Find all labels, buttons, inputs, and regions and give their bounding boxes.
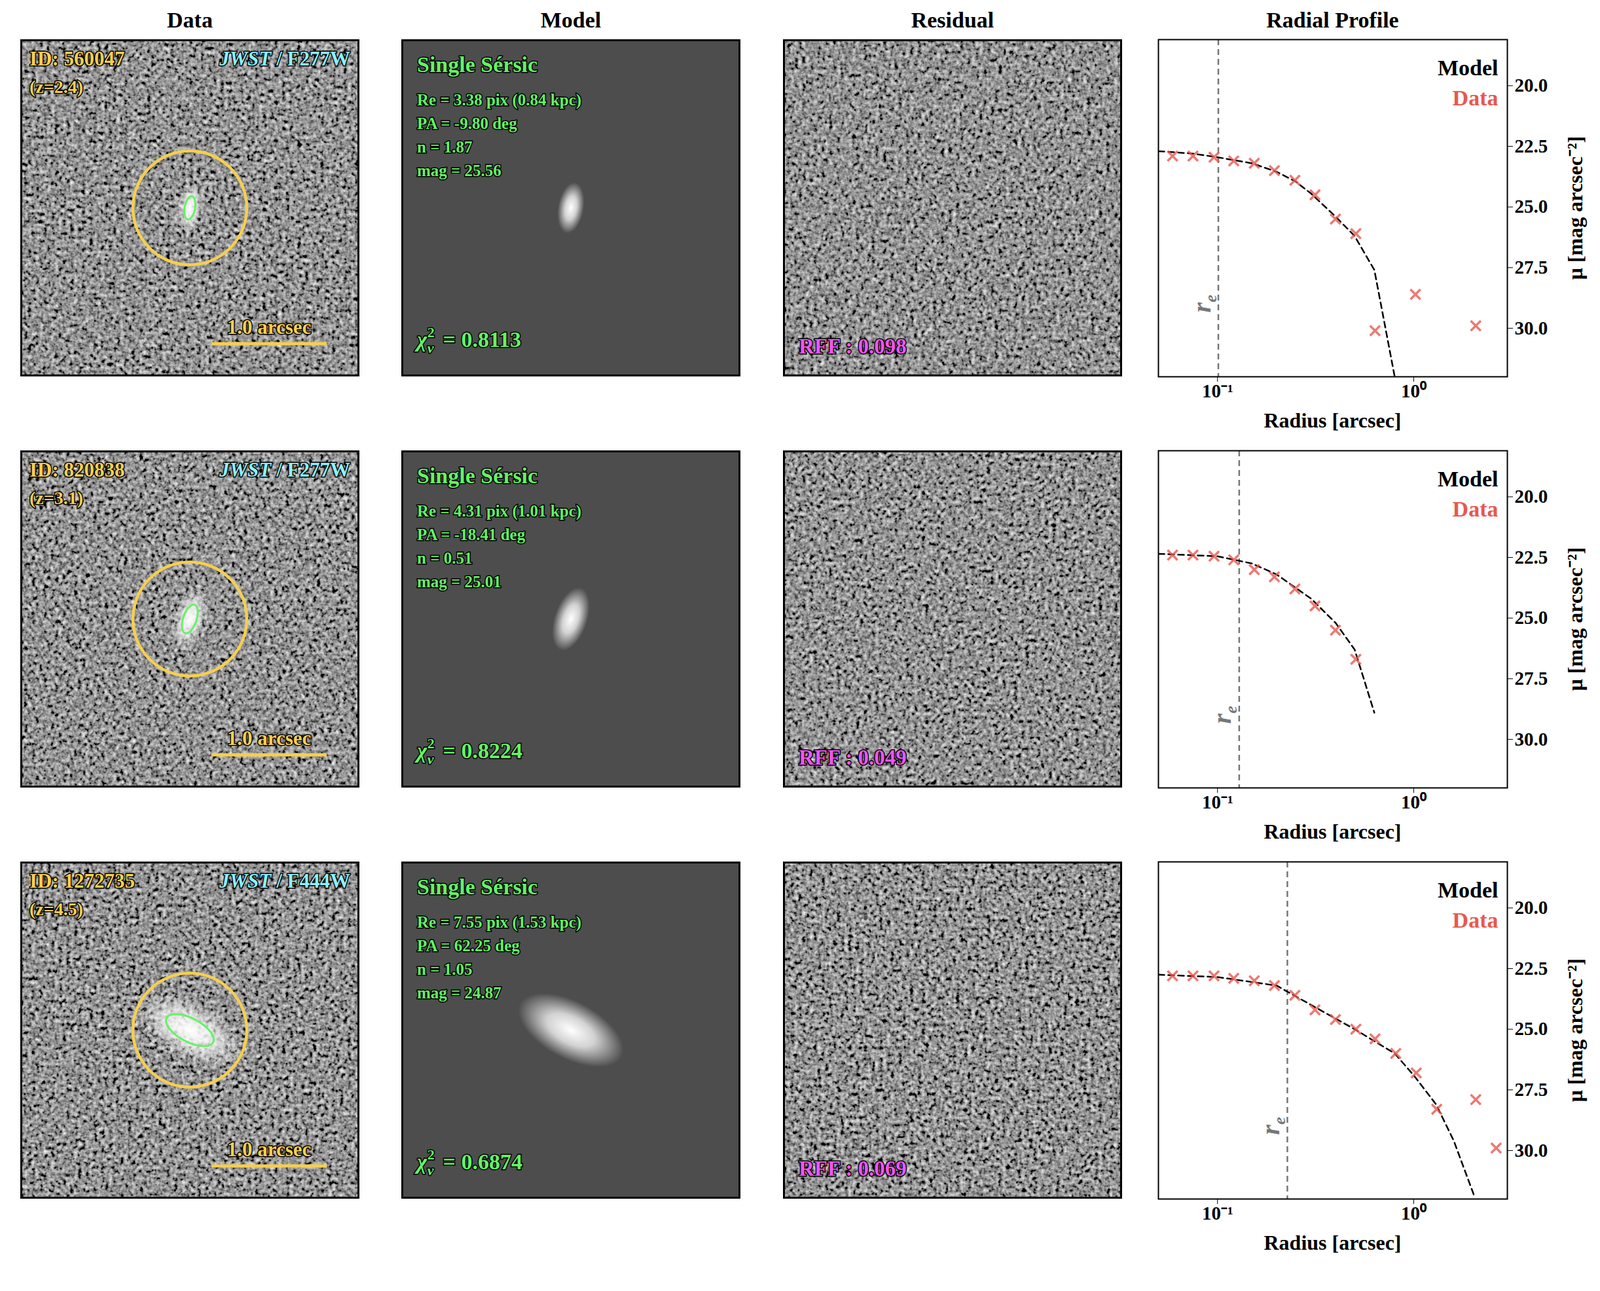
svg-text:30.0: 30.0 [1514, 728, 1549, 750]
svg-text:JWST/ F444W: JWST/ F444W [218, 869, 351, 893]
html-text:Data: Data [167, 7, 213, 33]
svg-text:Single Sérsic: Single Sérsic [417, 52, 538, 77]
svg-text:JWST/ F277W: JWST/ F277W [218, 458, 351, 482]
svg-text:Single Sérsic: Single Sérsic [417, 463, 538, 488]
svg-text:re: re [1255, 1116, 1290, 1135]
svg-text:re: re [1207, 705, 1241, 724]
svg-text:μ [mag arcsec⁻²]: μ [mag arcsec⁻²] [1563, 547, 1587, 691]
svg-text:(z=3.1): (z=3.1) [29, 487, 84, 509]
svg-text:mag = 24.87: mag = 24.87 [417, 983, 502, 1002]
svg-text:Data: Data [1452, 908, 1499, 933]
svg-text:Radius [arcsec]: Radius [arcsec] [1263, 1230, 1401, 1255]
svg-text:Data: Data [1452, 496, 1499, 522]
svg-text:μ [mag arcsec⁻²]: μ [mag arcsec⁻²] [1563, 136, 1587, 280]
svg-text:1.0 arcsec: 1.0 arcsec [227, 315, 312, 339]
svg-text:10⁻¹: 10⁻¹ [1201, 791, 1234, 813]
svg-text:ID: 1272735: ID: 1272735 [29, 869, 135, 893]
svg-text:n = 1.05: n = 1.05 [417, 960, 473, 979]
svg-text:Radius [arcsec]: Radius [arcsec] [1263, 408, 1401, 433]
svg-text:PA = -9.80 deg: PA = -9.80 deg [417, 114, 518, 133]
svg-text:25.0: 25.0 [1514, 1018, 1549, 1039]
svg-text:RFF : 0.049: RFF : 0.049 [798, 745, 907, 770]
svg-text:10⁻¹: 10⁻¹ [1201, 380, 1234, 402]
svg-text:RFF : 0.098: RFF : 0.098 [798, 334, 907, 359]
svg-text:mag = 25.01: mag = 25.01 [417, 572, 502, 591]
svg-text:Model: Model [1437, 55, 1499, 80]
svg-text:Model: Model [1437, 877, 1499, 903]
svg-text:1.0 arcsec: 1.0 arcsec [227, 726, 312, 750]
svg-text:re: re [1186, 294, 1221, 313]
svg-text:22.5: 22.5 [1514, 546, 1549, 568]
svg-text:1.0 arcsec: 1.0 arcsec [227, 1137, 312, 1161]
svg-text:JWST/ F277W: JWST/ F277W [218, 47, 351, 71]
html-text:Residual: Residual [911, 7, 994, 33]
svg-text:20.0: 20.0 [1514, 74, 1549, 96]
svg-text:Data: Data [1452, 85, 1499, 110]
svg-text:Model: Model [1437, 466, 1499, 491]
svg-text:Re = 4.31 pix (1.01 kpc): Re = 4.31 pix (1.01 kpc) [417, 502, 582, 521]
svg-text:25.0: 25.0 [1514, 606, 1549, 628]
svg-text:30.0: 30.0 [1514, 317, 1549, 339]
svg-text:Re = 3.38 pix (0.84 kpc): Re = 3.38 pix (0.84 kpc) [417, 90, 582, 110]
svg-text:27.5: 27.5 [1514, 256, 1549, 278]
html-text:Radial Profile: Radial Profile [1266, 7, 1399, 33]
svg-text:μ [mag arcsec⁻²]: μ [mag arcsec⁻²] [1563, 958, 1587, 1102]
svg-text:χ2ν= 0.8224: χ2ν= 0.8224 [414, 735, 523, 768]
svg-text:25.0: 25.0 [1514, 195, 1549, 217]
svg-text:RFF : 0.069: RFF : 0.069 [798, 1156, 907, 1181]
svg-text:20.0: 20.0 [1514, 485, 1549, 507]
svg-text:ID: 560047: ID: 560047 [29, 47, 126, 71]
svg-text:n = 1.87: n = 1.87 [417, 138, 473, 156]
svg-text:10⁰: 10⁰ [1400, 791, 1428, 813]
svg-text:22.5: 22.5 [1514, 957, 1549, 979]
svg-text:χ2ν= 0.6874: χ2ν= 0.6874 [414, 1146, 523, 1179]
svg-text:10⁻¹: 10⁻¹ [1201, 1202, 1234, 1224]
svg-text:(z=4.5): (z=4.5) [29, 898, 84, 920]
svg-text:ID: 820838: ID: 820838 [29, 458, 126, 482]
svg-text:10⁰: 10⁰ [1400, 1202, 1428, 1224]
svg-text:30.0: 30.0 [1514, 1139, 1549, 1161]
svg-text:PA = -18.41 deg: PA = -18.41 deg [417, 525, 526, 544]
svg-text:10⁰: 10⁰ [1400, 380, 1428, 402]
svg-text:mag = 25.56: mag = 25.56 [417, 161, 502, 180]
svg-text:Re = 7.55 pix (1.53 kpc): Re = 7.55 pix (1.53 kpc) [417, 913, 582, 932]
svg-text:χ2ν= 0.8113: χ2ν= 0.8113 [414, 324, 522, 357]
svg-text:20.0: 20.0 [1514, 896, 1549, 918]
svg-text:22.5: 22.5 [1514, 135, 1549, 157]
svg-text:PA = 62.25 deg: PA = 62.25 deg [417, 936, 520, 955]
svg-text:Single Sérsic: Single Sérsic [417, 874, 538, 899]
svg-text:27.5: 27.5 [1514, 1078, 1549, 1100]
svg-text:n = 0.51: n = 0.51 [417, 549, 473, 567]
svg-text:Radius [arcsec]: Radius [arcsec] [1263, 819, 1401, 844]
html-text:Model: Model [540, 7, 602, 33]
svg-text:(z=2.4): (z=2.4) [29, 76, 84, 97]
svg-text:27.5: 27.5 [1514, 667, 1549, 689]
